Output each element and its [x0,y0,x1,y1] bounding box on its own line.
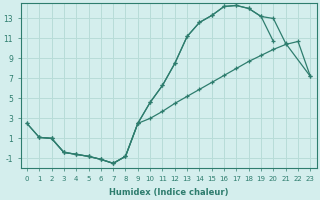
X-axis label: Humidex (Indice chaleur): Humidex (Indice chaleur) [109,188,228,197]
